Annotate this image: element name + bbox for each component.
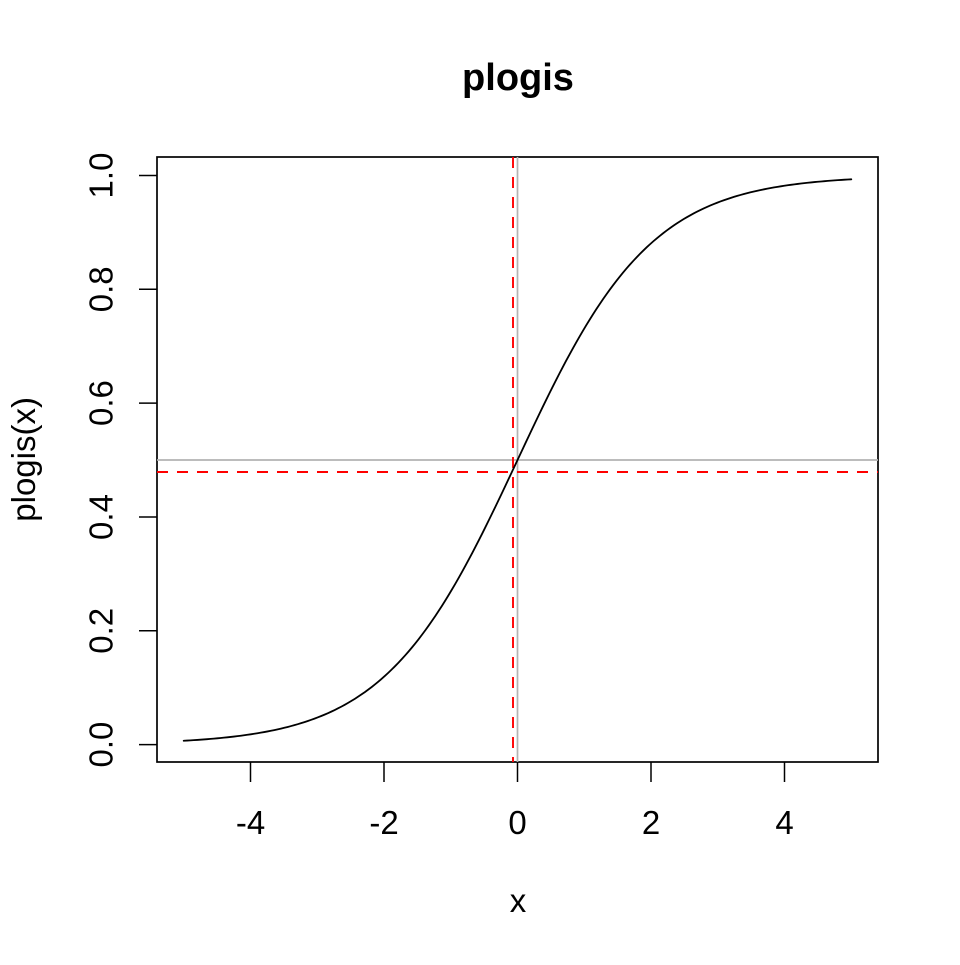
svg-text:0.0: 0.0: [83, 722, 120, 768]
svg-text:-4: -4: [236, 804, 265, 841]
svg-text:0.2: 0.2: [83, 608, 120, 654]
svg-text:-2: -2: [369, 804, 398, 841]
svg-text:4: 4: [775, 804, 793, 841]
svg-text:1.0: 1.0: [83, 153, 120, 199]
svg-text:plogis(x): plogis(x): [5, 397, 42, 522]
svg-text:0.4: 0.4: [83, 494, 120, 540]
svg-text:2: 2: [642, 804, 660, 841]
svg-text:x: x: [510, 882, 527, 919]
svg-text:0.6: 0.6: [83, 380, 120, 426]
svg-text:plogis: plogis: [462, 57, 574, 99]
svg-text:0: 0: [508, 804, 526, 841]
svg-text:0.8: 0.8: [83, 266, 120, 312]
